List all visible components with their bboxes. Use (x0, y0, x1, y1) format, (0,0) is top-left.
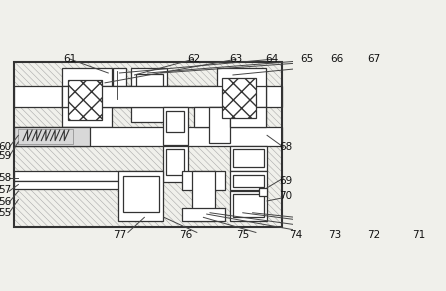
Bar (230, 146, 267, 171)
Bar (18, 129, 74, 144)
Text: 59: 59 (0, 151, 12, 161)
Bar (14, 127, 282, 146)
Bar (123, 176, 159, 212)
Bar (192, 171, 215, 221)
Bar (217, 68, 266, 127)
Text: 68: 68 (279, 142, 292, 152)
Bar (14, 181, 162, 189)
Bar (166, 149, 184, 175)
Text: 55: 55 (0, 208, 12, 218)
Bar (233, 149, 264, 168)
Text: 66: 66 (330, 54, 343, 64)
Text: 65: 65 (301, 54, 314, 64)
Bar (182, 171, 225, 190)
Text: 70: 70 (279, 191, 292, 201)
Text: 67: 67 (368, 54, 380, 64)
Bar (230, 107, 266, 127)
Bar (222, 78, 256, 118)
Bar (136, 74, 163, 107)
Text: 69: 69 (279, 176, 292, 186)
Text: 73: 73 (328, 230, 341, 240)
Bar (163, 107, 188, 145)
Bar (14, 127, 90, 146)
Bar (233, 194, 264, 217)
Text: 71: 71 (412, 230, 425, 240)
Bar (182, 207, 225, 221)
Bar (259, 188, 267, 196)
Bar (163, 146, 188, 182)
Bar (14, 86, 282, 107)
Bar (233, 175, 264, 187)
Bar (62, 86, 181, 107)
Bar (62, 68, 112, 127)
Text: 63: 63 (230, 54, 243, 64)
Text: 64: 64 (266, 54, 279, 64)
Bar (68, 79, 102, 120)
Bar (209, 107, 230, 143)
Text: 76: 76 (179, 230, 192, 240)
Text: 72: 72 (368, 230, 380, 240)
Text: 56: 56 (0, 197, 12, 207)
Text: 60: 60 (0, 142, 12, 152)
Bar (131, 68, 167, 122)
Bar (230, 191, 267, 221)
Bar (230, 171, 267, 190)
Bar (113, 68, 126, 104)
Text: 62: 62 (187, 54, 200, 64)
Bar (14, 62, 282, 227)
Bar (14, 171, 162, 181)
Text: 57: 57 (0, 185, 12, 195)
Text: 74: 74 (289, 230, 302, 240)
Text: 77: 77 (113, 230, 127, 240)
Text: 58: 58 (0, 173, 12, 183)
Bar (118, 171, 163, 221)
Text: 61: 61 (64, 54, 77, 64)
Bar (194, 107, 230, 127)
Text: 75: 75 (236, 230, 249, 240)
Bar (166, 111, 184, 132)
Bar (62, 86, 266, 107)
